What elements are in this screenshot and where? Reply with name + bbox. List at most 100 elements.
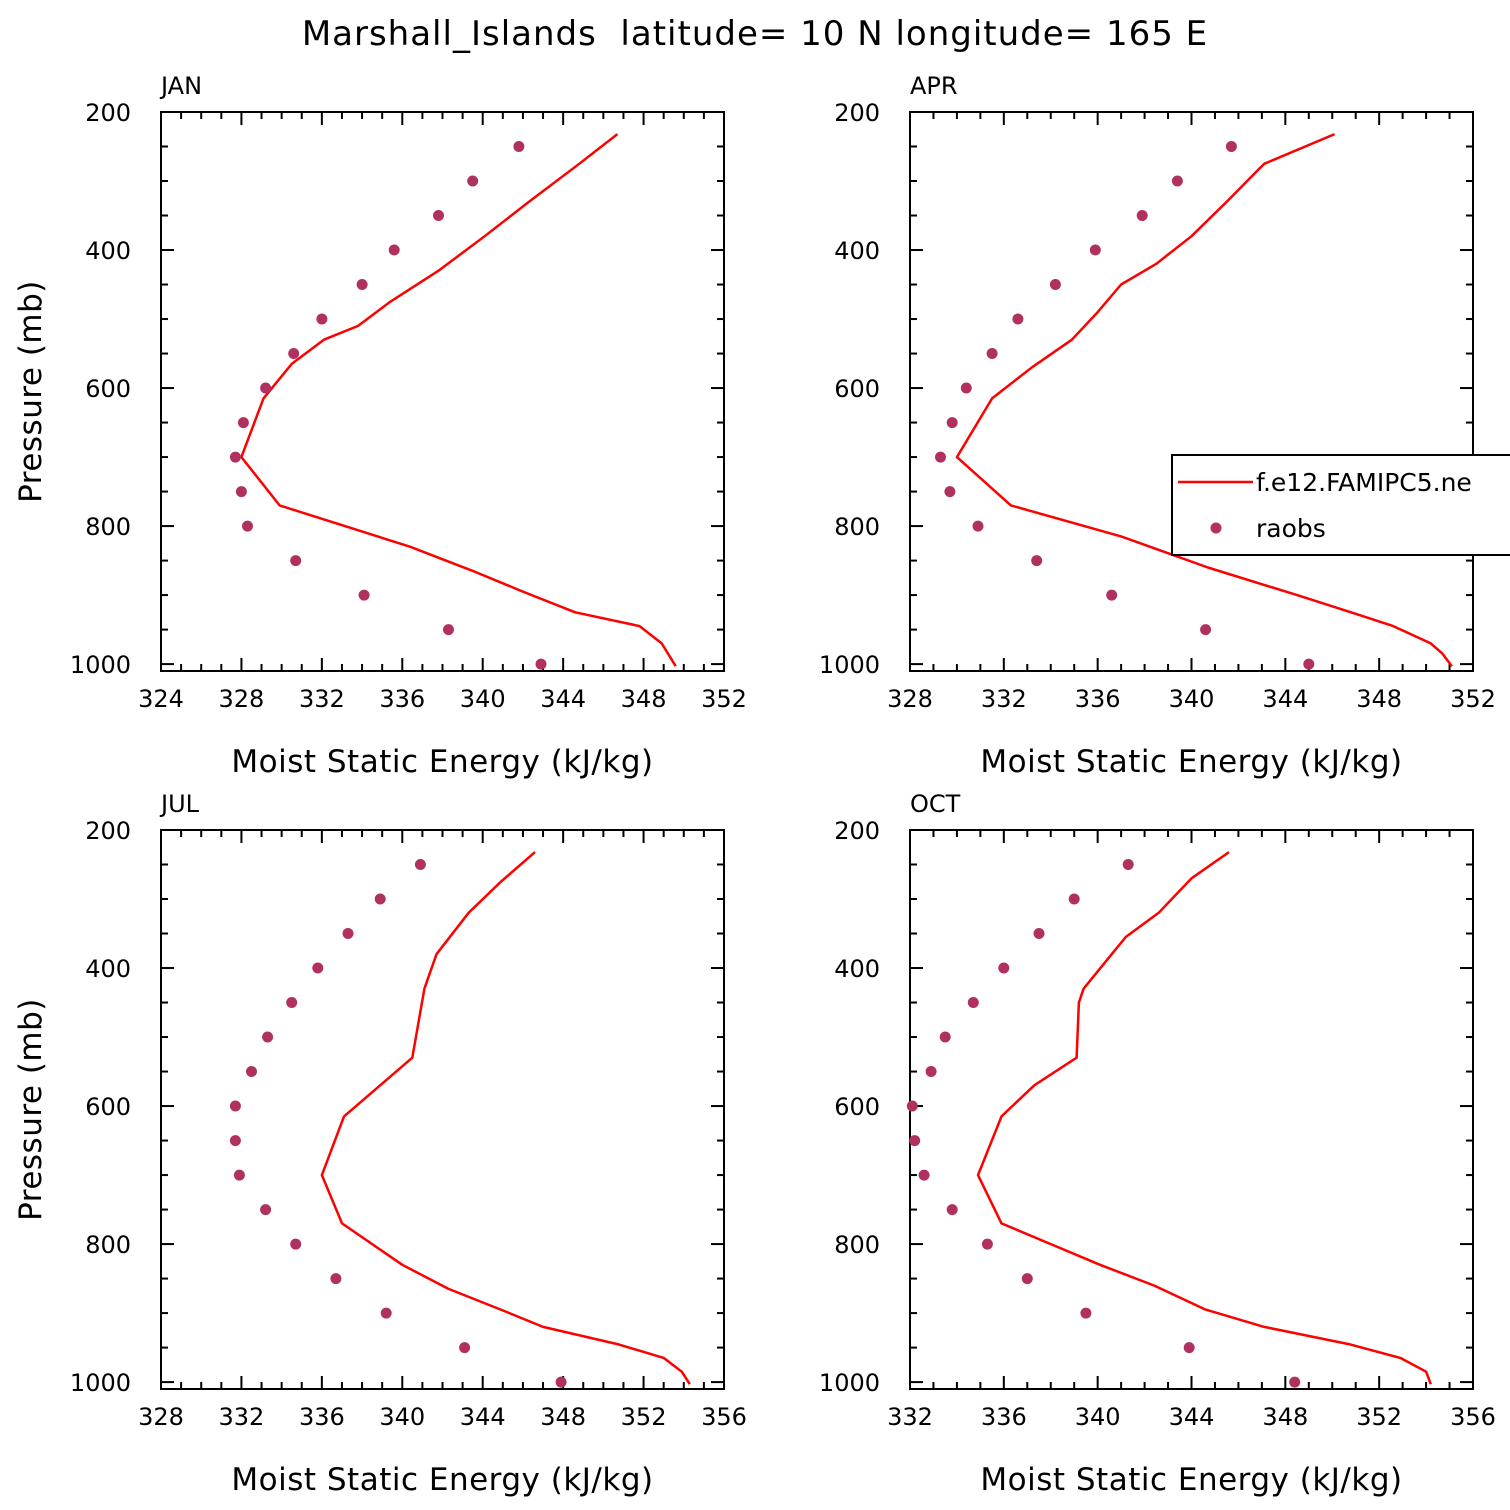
raobs-point [1021, 1273, 1033, 1285]
y-tick-label: 800 [834, 513, 880, 541]
y-axis-label: Pressure (mb) [13, 998, 49, 1221]
plot-frame [909, 111, 1474, 672]
raobs-point [513, 141, 525, 152]
y-tick-label: 600 [834, 375, 880, 403]
panel-jan: 324 328 332 336 340 344 348 352 200 400 600 800 1000… [13, 72, 747, 780]
raobs-point [433, 210, 444, 221]
raobs-point [229, 451, 241, 463]
legend-box [1171, 454, 1510, 556]
x-tick-label: 352 [701, 685, 747, 713]
y-tick-label: 400 [85, 237, 131, 265]
x-tick-label: 328 [887, 685, 933, 713]
panel-label: JUL [159, 790, 200, 818]
raobs-point [242, 520, 253, 532]
x-tick-label: 336 [981, 1403, 1027, 1431]
x-tick-label: 348 [540, 1403, 586, 1431]
raobs-point [288, 348, 300, 359]
raobs-point [459, 1342, 471, 1354]
x-tick-label: 356 [701, 1403, 747, 1431]
legend-entry-model: f.e12.FAMIPC5.ne [1256, 468, 1472, 497]
raobs-point [316, 313, 328, 325]
x-tick-label: 332 [887, 1403, 933, 1431]
raobs-point [467, 175, 479, 187]
raobs-point [909, 1135, 921, 1147]
x-tick-label: 328 [138, 1403, 184, 1431]
raobs-point [443, 624, 454, 636]
raobs-point [290, 1238, 302, 1250]
x-tick-label: 352 [1450, 685, 1496, 713]
x-tick-label: 336 [1075, 685, 1121, 713]
model-profile-line [320, 851, 691, 1385]
x-tick-label: 348 [1356, 685, 1402, 713]
raobs-point [1080, 1307, 1092, 1319]
raobs-point [290, 555, 302, 567]
y-tick-label: 1000 [70, 1369, 131, 1397]
raobs-point [235, 486, 247, 498]
plot-frame [909, 829, 1474, 1390]
raobs-point [960, 382, 972, 394]
plot-frame [160, 111, 725, 672]
y-tick-label: 800 [834, 1231, 880, 1259]
raobs-point [998, 962, 1010, 974]
x-tick-label: 344 [1169, 1403, 1215, 1431]
y-tick-label: 600 [85, 375, 131, 403]
x-tick-label: 348 [1262, 1403, 1308, 1431]
x-tick-label: 344 [540, 685, 586, 713]
raobs-point [535, 658, 547, 670]
raobs-point [946, 1204, 958, 1216]
model-profile-line [240, 133, 677, 667]
y-tick-label: 400 [834, 237, 880, 265]
x-tick-label: 344 [460, 1403, 506, 1431]
raobs-point [229, 1100, 241, 1112]
x-tick-label: 332 [299, 685, 345, 713]
raobs-point [925, 1066, 937, 1077]
raobs-point [1033, 928, 1045, 939]
raobs-point [939, 1031, 951, 1043]
raobs-point [358, 589, 370, 601]
raobs-point [374, 893, 386, 905]
panel-label: JAN [159, 72, 202, 100]
legend-entry-raobs: raobs [1256, 514, 1326, 543]
panel-oct: 332 336 340 344 348 352 356 200 400 600 800 1000 OCT… [819, 790, 1496, 1498]
raobs-point [260, 382, 272, 394]
raobs-point [342, 928, 354, 939]
panel-label: OCT [910, 790, 961, 818]
raobs-point [1225, 141, 1237, 152]
raobs-point [1089, 244, 1101, 256]
y-tick-label: 200 [85, 817, 131, 845]
x-tick-label: 352 [621, 1403, 667, 1431]
x-tick-label: 336 [299, 1403, 345, 1431]
x-tick-label: 340 [1075, 1403, 1121, 1431]
x-tick-label: 332 [219, 1403, 265, 1431]
legend: f.e12.FAMIPC5.ne raobs [1171, 454, 1510, 556]
y-tick-label: 800 [85, 513, 131, 541]
x-tick-label: 340 [379, 1403, 425, 1431]
y-tick-label: 200 [834, 99, 880, 127]
x-tick-label: 340 [1169, 685, 1215, 713]
x-tick-label: 348 [621, 685, 667, 713]
figure-title: Marshall_Islands latitude= 10 N longitud… [302, 14, 1208, 54]
x-tick-label: 344 [1262, 685, 1308, 713]
raobs-point [237, 417, 249, 429]
y-tick-label: 400 [85, 955, 131, 983]
y-axis-label: Pressure (mb) [13, 280, 49, 503]
x-tick-label: 324 [138, 685, 184, 713]
panel-apr: 328 332 336 340 344 348 352 200 400 600 800 1000 APR… [819, 72, 1496, 780]
raobs-point [380, 1307, 392, 1319]
x-tick-label: 340 [460, 685, 506, 713]
x-axis-label: Moist Static Energy (kJ/kg) [980, 1462, 1402, 1498]
y-tick-label: 400 [834, 955, 880, 983]
raobs-point [967, 997, 979, 1008]
x-axis-label: Moist Static Energy (kJ/kg) [980, 744, 1402, 780]
raobs-point [906, 1100, 918, 1112]
x-tick-label: 336 [379, 685, 425, 713]
raobs-point [1049, 279, 1061, 290]
raobs-point [233, 1169, 245, 1181]
panel-label: APR [910, 72, 958, 100]
raobs-point [981, 1238, 993, 1250]
model-profile-line [976, 851, 1432, 1385]
raobs-point [1200, 624, 1212, 636]
raobs-point [262, 1031, 274, 1043]
x-axis-label: Moist Static Energy (kJ/kg) [231, 744, 653, 780]
raobs-point [986, 348, 998, 359]
